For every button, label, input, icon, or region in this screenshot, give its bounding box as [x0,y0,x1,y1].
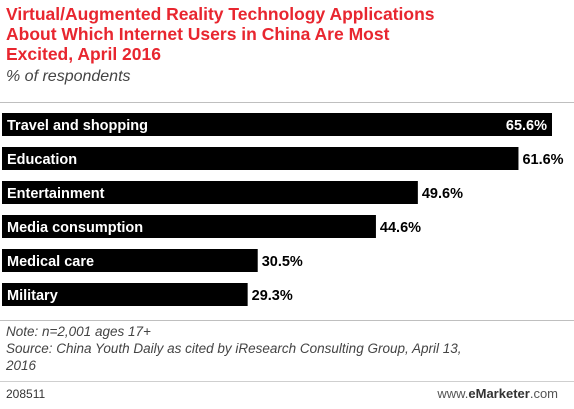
bottom-divider [0,320,574,321]
bar [2,249,258,272]
chart-subtitle: % of respondents [6,68,131,85]
bar [2,215,376,238]
value-label: 49.6% [422,186,463,202]
category-label: Media consumption [7,220,143,236]
chart-notes: Note: n=2,001 ages 17+ Source: China You… [6,323,568,374]
footer-divider [0,381,574,382]
note-text: Note: n=2,001 ages 17+ [6,324,151,339]
brand-name: eMarketer [468,386,530,401]
source-text: Source: China Youth Daily as cited by iR… [6,341,462,356]
bar [2,283,248,306]
chart-title: Virtual/Augmented Reality Technology App… [6,4,566,64]
bar [2,181,418,204]
brand-link[interactable]: www.eMarketer.com [437,386,558,401]
chart-id: 208511 [6,387,46,401]
brand-suffix: .com [529,386,558,401]
chart-title-line: About Which Internet Users in China Are … [6,24,390,44]
top-divider [0,102,574,103]
brand-prefix: www. [437,386,469,401]
category-label: Military [7,288,58,304]
category-label: Education [7,152,77,168]
category-label: Travel and shopping [7,118,148,134]
value-label: 29.3% [252,288,293,304]
category-label: Medical care [7,254,94,270]
bar-chart: Travel and shopping 65.6% Education 61.6% En… [2,113,564,306]
category-label: Entertainment [7,186,105,202]
value-label: 61.6% [522,152,563,168]
value-label: 30.5% [262,254,303,270]
value-label: 44.6% [380,220,421,236]
bar [2,113,552,136]
chart-title-line: Virtual/Augmented Reality Technology App… [6,4,435,24]
source-text-continued: 2016 [6,358,37,373]
value-label: 65.6% [506,118,547,134]
chart-title-line: Excited, April 2016 [6,44,161,64]
bar [2,147,519,170]
